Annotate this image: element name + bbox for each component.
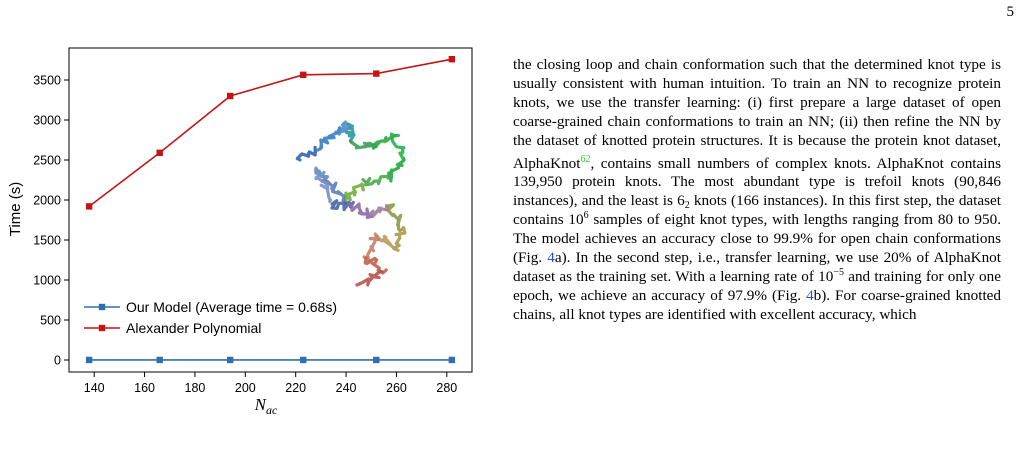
body-paragraph: the closing loop and chain conformation … xyxy=(513,56,1002,323)
data-point xyxy=(227,356,234,364)
protein-chain-segment xyxy=(295,145,318,162)
x-tick-label: 180 xyxy=(185,381,206,395)
page-number: 5 xyxy=(1006,4,1015,20)
protein-chain-segment xyxy=(348,139,378,150)
protein-chain-segment xyxy=(387,158,406,183)
protein-chain-segment xyxy=(362,234,381,262)
x-axis-label: Nac xyxy=(254,395,278,417)
x-tick-label: 260 xyxy=(386,381,407,395)
axis-ticks: 140 160 180 200 220 240 260 280 0 500 1000 1500 2000… xyxy=(33,74,457,396)
body-text: the closing loop and chain conformation … xyxy=(513,56,1001,325)
legend: Our Model (Average time = 0.68s) Alexande… xyxy=(84,299,337,336)
protein-chain-segment xyxy=(316,126,342,152)
x-tick-label: 200 xyxy=(235,381,256,395)
x-tick-label: 280 xyxy=(436,381,457,395)
y-tick-label: 2500 xyxy=(33,154,61,168)
plot-frame xyxy=(68,47,473,373)
y-tick-label: 1000 xyxy=(33,274,61,288)
legend-marker xyxy=(98,303,106,311)
y-tick-label: 2000 xyxy=(33,194,61,208)
y-axis-label: Time (s) xyxy=(7,182,24,236)
y-tick-label: 500 xyxy=(40,314,61,328)
x-tick-label: 140 xyxy=(84,381,105,395)
y-tick-label: 3000 xyxy=(33,114,61,128)
protein-chain-segment xyxy=(373,232,396,250)
protein-chain-segment xyxy=(334,120,352,136)
protein-chain-segment xyxy=(386,203,403,233)
protein-chain-segment xyxy=(345,122,356,144)
data-point xyxy=(448,56,456,63)
citation-link[interactable]: 62 xyxy=(580,153,591,165)
protein-chain-segment xyxy=(314,166,333,203)
data-point xyxy=(85,203,93,210)
y-tick-label: 3500 xyxy=(33,74,61,88)
data-point xyxy=(300,356,307,364)
x-tick-label: 220 xyxy=(285,381,306,395)
data-point xyxy=(156,149,163,156)
series-line-2 xyxy=(88,58,452,208)
data-point xyxy=(85,356,93,364)
protein-chain-segment xyxy=(392,226,407,252)
protein-chain-segment xyxy=(323,177,346,202)
protein-chain-segment xyxy=(368,204,389,219)
data-point xyxy=(448,356,456,364)
protein-chain-segment xyxy=(355,269,384,287)
legend-label: Alexander Polynomial xyxy=(126,320,261,336)
protein-chain-segment xyxy=(343,182,365,205)
data-point xyxy=(227,92,234,100)
data-point xyxy=(373,70,380,77)
time-comparison-chart: 140 160 180 200 220 240 260 280 0 500 1000 1500 2000… xyxy=(7,47,473,417)
figure-reference-link[interactable]: 4 xyxy=(806,286,814,304)
legend-marker xyxy=(98,324,106,332)
data-point xyxy=(373,356,380,364)
figure-reference-link[interactable]: 4 xyxy=(547,249,555,267)
protein-chain-segment xyxy=(348,201,373,220)
data-point xyxy=(156,356,163,364)
data-point xyxy=(300,71,307,78)
y-tick-label: 0 xyxy=(54,354,61,368)
series-layer xyxy=(85,56,456,364)
x-tick-label: 160 xyxy=(134,381,155,395)
y-tick-label: 1500 xyxy=(33,234,61,248)
protein-chain-segment xyxy=(361,174,390,187)
x-tick-label: 240 xyxy=(336,381,357,395)
protein-knot-inset-image xyxy=(295,120,407,287)
protein-chain-segment xyxy=(389,132,406,161)
legend-label: Our Model (Average time = 0.68s) xyxy=(126,299,337,315)
